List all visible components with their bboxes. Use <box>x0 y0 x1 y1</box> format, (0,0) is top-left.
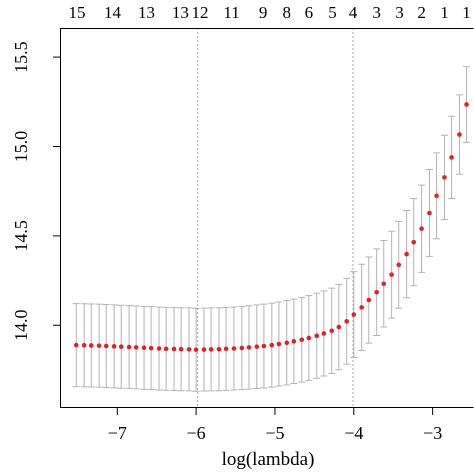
y-tick-label: 15.0 <box>11 131 31 163</box>
cv-point <box>419 226 424 232</box>
top-count-label: 3 <box>395 3 404 22</box>
cv-point <box>457 132 462 137</box>
cv-point <box>216 346 222 352</box>
cv-point <box>404 251 409 257</box>
cv-point <box>193 347 199 353</box>
cv-point <box>351 312 357 317</box>
cv-point <box>141 345 147 351</box>
cv-point <box>73 342 79 348</box>
x-axis: −7 −6 −5 −4 −3 <box>108 407 442 443</box>
cv-point <box>427 210 432 216</box>
reference-lines <box>197 28 354 408</box>
top-count-label: 4 <box>349 3 358 22</box>
cv-point <box>261 343 267 349</box>
cv-point <box>254 344 260 350</box>
cv-point <box>291 339 297 344</box>
top-axis-counts: 15 14 13 13 12 11 9 8 6 5 4 3 3 2 1 1 <box>69 3 471 22</box>
cv-point <box>284 340 290 346</box>
x-axis-label: log(lambda) <box>222 449 315 470</box>
cv-point <box>359 305 364 310</box>
y-tick-label: 14.0 <box>11 310 31 342</box>
top-count-label: 3 <box>372 3 381 22</box>
plot-frame-group <box>60 28 474 408</box>
y-tick-label: 15.5 <box>11 41 31 73</box>
top-count-label: 12 <box>192 3 209 22</box>
cv-point <box>306 335 312 341</box>
cv-points <box>73 102 469 353</box>
cv-point <box>178 346 184 352</box>
x-tick-label: −3 <box>423 423 442 443</box>
cv-point <box>434 193 439 199</box>
cv-point <box>223 346 229 352</box>
error-bars <box>72 66 471 392</box>
x-tick-label: −5 <box>265 423 284 443</box>
cv-point <box>276 341 282 347</box>
cv-point <box>374 289 379 295</box>
cv-point <box>442 175 447 180</box>
cv-point <box>396 262 402 268</box>
top-count-label: 13 <box>138 3 155 22</box>
cv-point <box>186 347 192 352</box>
top-count-label: 2 <box>417 3 426 22</box>
top-count-label: 6 <box>305 3 314 22</box>
top-count-label: 13 <box>172 3 189 22</box>
top-count-label: 1 <box>440 3 449 22</box>
cv-point <box>96 343 102 348</box>
cv-point <box>148 345 154 351</box>
cv-point <box>464 102 469 107</box>
cv-point <box>88 343 94 348</box>
top-count-label: 14 <box>104 3 122 22</box>
top-count-label: 15 <box>69 3 86 22</box>
cv-point <box>344 319 349 324</box>
cv-point <box>336 324 342 330</box>
cv-point <box>231 346 237 351</box>
cv-point <box>81 342 87 348</box>
cv-point <box>299 337 305 343</box>
top-count-label: 8 <box>283 3 292 22</box>
cv-point <box>321 331 327 336</box>
cv-point <box>449 155 454 160</box>
cv-point <box>118 344 124 350</box>
cv-point <box>366 297 372 303</box>
cv-point <box>389 272 394 277</box>
cv-point <box>239 345 245 351</box>
cv-point <box>269 342 275 348</box>
cv-point <box>111 344 117 349</box>
y-axis: 14.0 14.5 15.0 15.5 <box>11 41 61 341</box>
cv-point <box>156 346 162 351</box>
cv-point <box>314 333 320 339</box>
x-tick-label: −7 <box>108 423 127 443</box>
cv-point <box>133 345 139 350</box>
cv-point <box>381 281 387 287</box>
plot-frame <box>60 28 474 408</box>
cv-point <box>411 239 417 245</box>
y-tick-label: 14.5 <box>11 220 31 252</box>
top-count-label: 9 <box>259 3 268 22</box>
x-tick-label: −4 <box>344 423 363 443</box>
cv-point <box>201 347 207 352</box>
cv-point <box>163 346 169 352</box>
cv-point <box>103 343 109 349</box>
x-tick-label: −6 <box>187 423 206 443</box>
cv-point <box>246 345 252 350</box>
top-count-label: 1 <box>462 3 471 22</box>
cv-point <box>329 328 335 334</box>
top-count-label: 11 <box>223 3 239 22</box>
cv-point <box>208 347 214 352</box>
cv-point <box>126 344 132 350</box>
cv-point <box>171 346 177 352</box>
top-count-label: 5 <box>328 3 337 22</box>
